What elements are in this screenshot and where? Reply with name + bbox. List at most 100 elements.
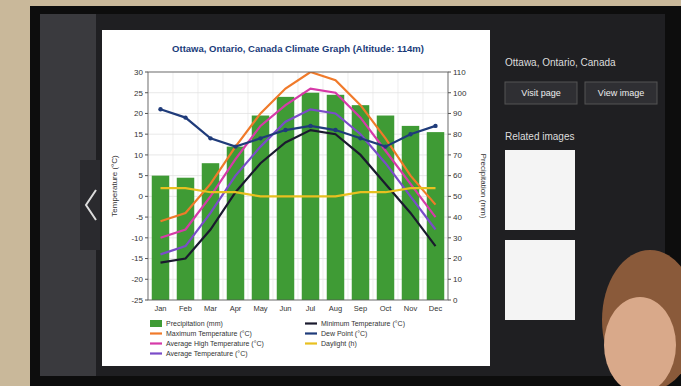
plot-frame [148,72,448,300]
marker [333,128,337,132]
x-tick-label: Jul [306,304,316,313]
legend-label: Average High Temperature (°C) [166,340,264,348]
x-tick-label: Feb [179,304,192,313]
line [161,130,436,263]
tick [448,237,451,238]
x-tick-label: Apr [230,304,242,313]
legend-label: Dew Point (°C) [321,330,367,338]
line [161,89,436,238]
thumbnail[interactable] [505,240,575,320]
marker [433,124,437,128]
button[interactable] [585,82,657,104]
y-axis-title: Temperature (°C) [110,155,119,217]
legend-swatch [150,342,162,344]
tick [145,217,148,218]
tick [448,279,451,280]
tick [145,237,148,238]
grid-line-vertical [248,72,249,300]
y-tick-label: -25 [131,296,143,305]
tick [145,300,148,301]
tick [448,154,451,155]
y2-tick-label: 0 [453,296,458,305]
y2-tick-label: 100 [453,89,467,98]
tick [145,175,148,176]
legend-label: Average Temperature (°C) [166,350,248,358]
x-tick-label: Dec [429,304,443,313]
legend-label: Minimum Temperature (°C) [321,320,405,328]
x-tick-label: Nov [404,304,418,313]
marker [258,136,262,140]
y2-tick-label: 90 [453,109,462,118]
tick [448,258,451,259]
tick [448,113,451,114]
panel-title: Ottawa, Ontario, Canada [505,57,616,68]
wall [0,0,681,386]
legend-swatch [305,322,317,324]
marker [183,115,187,119]
marker [408,132,412,136]
x-tick-label: Oct [380,304,393,313]
legend-label: Precipitation (mm) [166,320,223,328]
legend-label: Maximum Temperature (°C) [166,330,252,338]
marker [383,144,387,148]
x-tick-label: Sep [354,304,367,313]
x-tick-label: Jun [279,304,291,313]
thumbnail[interactable] [505,150,575,230]
tick [145,196,148,197]
button-label[interactable]: View image [598,88,644,98]
legend: Precipitation (mm) Maximum Temperature (°… [150,320,405,358]
bar [252,116,270,300]
marks [152,72,445,300]
y-tick-label: 25 [134,89,143,98]
tick [145,279,148,280]
y2-tick-label: 50 [453,192,462,201]
tick [448,92,451,93]
y2-tick-label: 40 [453,213,462,222]
chart-title: Ottawa, Ontario, Canada Climate Graph (A… [172,43,424,54]
tick [448,134,451,135]
nav-back[interactable] [80,160,100,250]
grid [148,72,448,300]
grid-line-vertical [398,72,399,300]
marker [158,107,162,111]
y-tick-label: 15 [134,130,143,139]
marker [358,136,362,140]
y2-tick-label: 10 [453,275,462,284]
person-face [604,297,676,386]
grid-line-vertical [423,72,424,300]
marker [233,144,237,148]
tick [145,134,148,135]
y-tick-label: 0 [139,192,144,201]
tick [145,92,148,93]
y2-tick-label: 110 [453,68,466,77]
tick [145,72,148,73]
y-tick-label: 30 [134,68,143,77]
tick [145,154,148,155]
marker [308,124,312,128]
y2-tick-label: 30 [453,234,462,243]
tick [448,300,451,301]
y2-tick-label: 60 [453,171,462,180]
tick [448,196,451,197]
legend-swatch [150,352,162,354]
y-tick-label: 5 [139,171,144,180]
tick [145,258,148,259]
nav-arrow [86,190,96,220]
grid-line-vertical [223,72,224,300]
x-tick-label: Jan [154,304,166,313]
grid-line-vertical [173,72,174,300]
related-title: Related images [505,131,574,142]
tick [448,217,451,218]
legend-swatch [150,320,162,327]
legend-swatch [305,332,317,334]
y2-axis-title: Precipitation (mm) [479,154,488,219]
button[interactable] [505,82,577,104]
y-tick-label: -5 [136,213,144,222]
line [161,72,436,221]
chart-panel [102,30,490,366]
button-label[interactable]: Visit page [521,88,560,98]
grid-line-vertical [373,72,374,300]
grid-line-vertical [298,72,299,300]
y2-tick-label: 70 [453,151,462,160]
x-tick-label: Aug [329,304,342,313]
